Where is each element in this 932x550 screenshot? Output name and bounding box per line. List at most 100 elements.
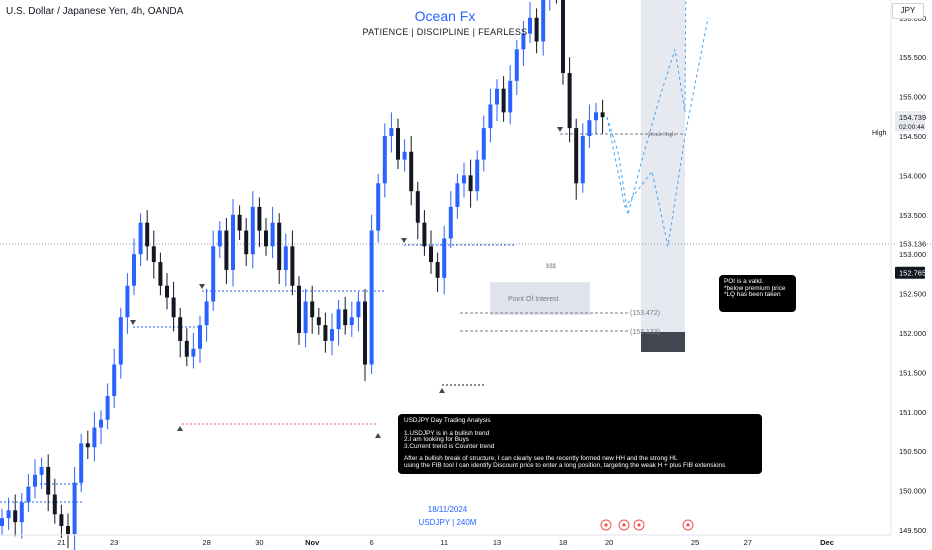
candle-body (541, 0, 546, 42)
event-icon-dot (604, 523, 608, 527)
analysis-body: using the FIB tool I can identify Discou… (404, 461, 726, 469)
candle-body (323, 325, 328, 341)
projection-path (606, 17, 709, 247)
candle-body (19, 502, 24, 523)
candle-body (468, 175, 473, 192)
candle-body (508, 80, 513, 113)
candle-body (402, 151, 407, 160)
candle-body (488, 104, 493, 129)
pivot-low-marker (375, 433, 381, 438)
candle-body (270, 222, 275, 247)
candle-body (244, 230, 249, 255)
candle-body (191, 348, 196, 357)
candle-body (382, 136, 387, 184)
candle-body (316, 317, 321, 326)
y-tick-label: 149.500 (899, 526, 926, 535)
current-price-tag-bg (895, 111, 925, 132)
x-tick-label: 30 (255, 538, 263, 547)
candle-body (105, 396, 110, 420)
y-tick-label: 151.000 (899, 408, 926, 417)
poi-note-line: *below premium price (724, 284, 786, 292)
y-tick-label: 150.500 (899, 447, 926, 456)
candle-body (132, 254, 136, 286)
y-tick-label: 154.500 (899, 132, 926, 141)
candle-body (303, 301, 308, 333)
candle-body (264, 230, 268, 247)
weak-high-label: Weak High (648, 132, 675, 138)
candle-body (369, 230, 374, 365)
level-b-tag: 152.765 (899, 269, 926, 278)
level-a-tag: 153.136 (899, 239, 926, 248)
candle-body (26, 486, 31, 503)
candle-body (495, 88, 499, 105)
candle-body (59, 514, 64, 527)
analysis-title: USDJPY Day Trading Analysis (404, 417, 491, 424)
event-icon-dot (686, 523, 690, 527)
candle-body (290, 246, 295, 286)
candle-body (442, 238, 447, 278)
candle-body (184, 340, 189, 357)
candle-body (349, 317, 354, 326)
candle-body (521, 33, 526, 50)
candle-body (231, 214, 235, 270)
candle-body (343, 309, 348, 326)
candle-body (52, 494, 57, 515)
candle-body (422, 222, 427, 247)
x-tick-label: 23 (110, 538, 118, 547)
y-tick-label: 155.500 (899, 53, 926, 62)
candle-body (448, 206, 453, 239)
liquidity-label: $$$ (546, 264, 557, 270)
candle-body (389, 128, 394, 136)
candle-body (237, 214, 242, 231)
candle-body (330, 329, 334, 341)
candle-body (118, 317, 123, 365)
candle-body (283, 246, 288, 270)
analysis-line: 3.Current trend is Counter trend (404, 442, 495, 450)
current-price-tag-extra: 02:00:44 (899, 124, 925, 131)
pivot-high-marker (401, 238, 407, 243)
candle-body (561, 0, 565, 73)
candle-body (85, 443, 90, 448)
pivot-high-marker (199, 284, 205, 289)
candle-body (158, 262, 163, 286)
poi-zone (490, 282, 590, 315)
candle-body (250, 206, 255, 255)
candle-body (204, 301, 209, 326)
projection-path (606, 0, 687, 215)
x-tick-label: 27 (744, 538, 752, 547)
event-icon-dot (622, 523, 626, 527)
analysis-line: 1.USDJPY is in a bullish trend (404, 429, 490, 437)
y-tick-label: 154.000 (899, 171, 926, 180)
symbol-title: U.S. Dollar / Japanese Yen, 4h, OANDA (6, 6, 184, 17)
candle-body (72, 482, 77, 534)
poi-note-line: *LQ has been taken (724, 291, 781, 299)
x-tick-label: Nov (305, 538, 320, 547)
candle-body (356, 301, 361, 318)
y-tick-label: 153.000 (899, 250, 926, 259)
candle-body (462, 175, 466, 184)
currency-selector[interactable]: JPY (892, 3, 924, 19)
candle-body (138, 222, 143, 255)
candle-body (171, 297, 176, 318)
x-tick-label: 28 (202, 538, 210, 547)
candle-body (33, 474, 37, 487)
candle-body (297, 285, 301, 333)
brand-title: Ocean Fx (414, 8, 476, 24)
x-tick-label: 25 (691, 538, 699, 547)
y-tick-label: 152.000 (899, 329, 926, 338)
entry-box (641, 332, 685, 352)
x-tick-label: 11 (440, 538, 448, 547)
level-a-tag-bg (895, 237, 925, 250)
candle-body (336, 309, 341, 330)
pivot-high-marker (557, 127, 563, 132)
x-tick-label: Dec (820, 538, 834, 547)
pivot-low-marker (439, 388, 445, 393)
candle-body (46, 466, 51, 495)
candle-body (587, 120, 592, 136)
motto-text: PATIENCE | DISCIPLINE | FEARLESS (362, 27, 528, 37)
candle-body (13, 510, 18, 523)
candle-body (396, 128, 400, 160)
footer-symbol: USDJPY | 240M (418, 518, 477, 527)
candle-body (567, 72, 572, 129)
